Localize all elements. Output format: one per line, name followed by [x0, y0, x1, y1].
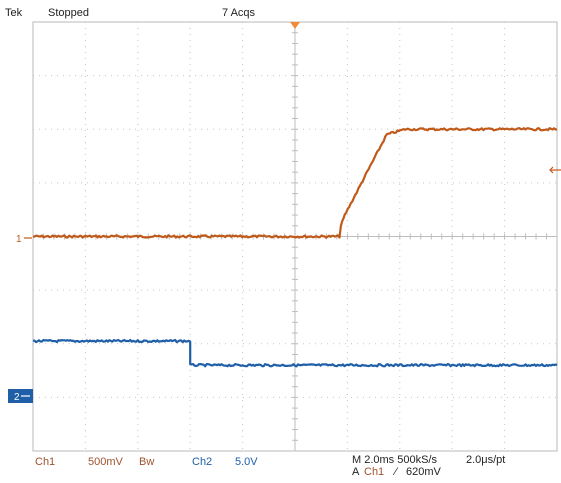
waveform-traces: [32, 127, 558, 368]
ch2-ground-marker: 2: [8, 389, 33, 403]
timebase-readout: M 2.0ms 500kS/s: [352, 454, 437, 466]
ch2-trace: [32, 338, 558, 368]
sample-interval: 2.0μs/pt: [466, 454, 506, 466]
trigger-level-marker: [549, 166, 561, 174]
trigger-position-marker: [290, 22, 300, 29]
trigger-channel: Ch1: [364, 466, 385, 478]
ch1-trace: [32, 127, 558, 239]
acquisition-count: 7 Acqs: [222, 7, 256, 19]
ch2-scale: 5.0V: [235, 456, 258, 468]
status-bar: Tek Stopped 7 Acqs: [0, 0, 561, 22]
trigger-source: A: [352, 466, 360, 478]
bandwidth-limit: Bw: [139, 456, 155, 468]
ch1-marker-label: 1: [16, 234, 22, 245]
ch1-ground-marker: 1: [16, 234, 32, 245]
trigger-level: 620mV: [406, 466, 441, 478]
ch1-scale: 500mV: [88, 456, 123, 468]
ch2-label: Ch2: [192, 456, 213, 468]
brand-label: Tek: [5, 7, 23, 19]
ch2-marker-box: [8, 389, 33, 403]
acquisition-status: Stopped: [48, 7, 89, 19]
trigger-slope-icon: ⁄: [395, 466, 397, 478]
ch2-marker-label: 2: [14, 392, 20, 403]
ch1-label: Ch1: [35, 456, 56, 468]
